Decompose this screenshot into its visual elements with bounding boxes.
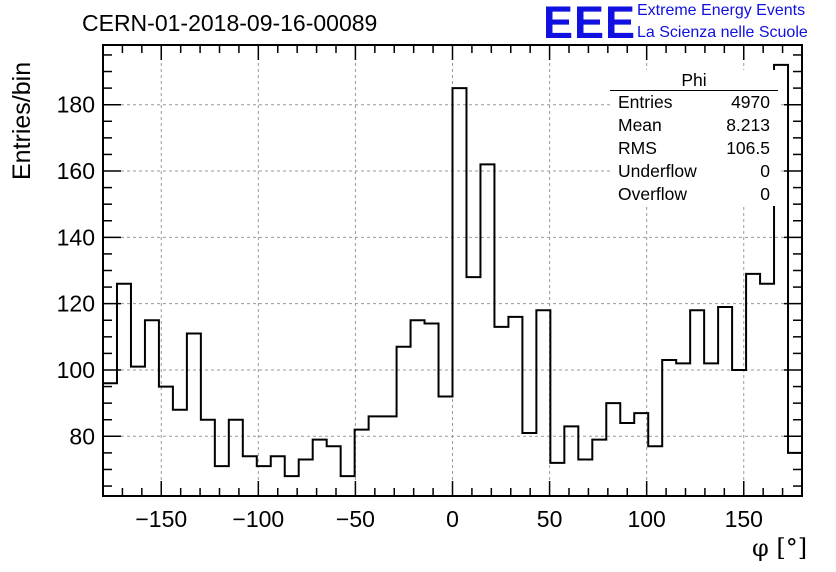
histogram-bin	[620, 423, 634, 496]
histogram-bin	[103, 383, 117, 496]
x-tick-label: −150	[135, 506, 187, 532]
histogram-bin	[662, 360, 676, 496]
y-tick-label: 100	[57, 357, 95, 383]
stats-box: Phi Entries 4970 Mean 8.213 RMS 106.5 Un…	[610, 70, 778, 206]
histogram-bin	[369, 416, 383, 496]
histogram-bin	[704, 363, 718, 496]
x-tick-label: −100	[232, 506, 284, 532]
histogram-bin	[788, 453, 802, 496]
histogram-bin	[564, 426, 578, 496]
stats-row-entries: Entries 4970	[610, 91, 778, 114]
histogram-bin	[536, 310, 550, 496]
y-tick-label: 160	[57, 158, 95, 184]
histogram-bin	[313, 440, 327, 496]
histogram-bin	[425, 324, 439, 496]
stats-label: Underflow	[618, 161, 697, 181]
stats-label: Entries	[618, 92, 673, 112]
histogram-bin	[229, 420, 243, 496]
histogram-line	[103, 63, 802, 478]
histogram-bin	[117, 284, 131, 496]
x-tick-label: −50	[336, 506, 375, 532]
histogram-bin	[383, 416, 397, 496]
x-tick-label: 150	[725, 506, 763, 532]
histogram-bin	[215, 466, 229, 496]
histogram-bin	[299, 460, 313, 496]
chart-title: CERN-01-2018-09-16-00089	[82, 10, 378, 36]
x-tick-label: 50	[537, 506, 563, 532]
stats-row-overflow: Overflow 0	[610, 183, 778, 206]
histogram-bin	[173, 410, 187, 496]
histogram-bin	[466, 277, 480, 496]
stats-title: Phi	[610, 70, 778, 91]
eee-logo: EEE	[543, 0, 637, 48]
x-axis-label: φ [°]	[752, 534, 808, 562]
histogram-bin	[550, 463, 564, 496]
y-tick-label: 120	[57, 291, 95, 317]
histogram-bin	[718, 307, 732, 496]
stats-label: Mean	[618, 115, 662, 135]
histogram-bin	[201, 420, 215, 496]
stats-value: 106.5	[726, 138, 770, 158]
stats-value: 0	[760, 184, 770, 204]
stats-label: RMS	[618, 138, 657, 158]
histogram-bin	[131, 367, 145, 496]
histogram-bin	[648, 446, 662, 496]
histogram-bin	[578, 460, 592, 496]
x-tick-label: 0	[446, 506, 459, 532]
histogram-bin	[494, 327, 508, 496]
histogram-bin	[480, 164, 494, 496]
stats-row-rms: RMS 106.5	[610, 137, 778, 160]
histogram-bin	[355, 430, 369, 496]
histogram-bin	[690, 310, 704, 496]
histogram-bin	[746, 274, 760, 496]
histogram-bin	[159, 387, 173, 496]
stats-value: 8.213	[726, 115, 770, 135]
histogram-bin	[327, 446, 341, 496]
histogram-bin	[732, 370, 746, 496]
histogram-bin	[453, 88, 467, 496]
histogram-bin	[676, 363, 690, 496]
logo-text-line2: La Scienza nelle Scuole	[637, 24, 808, 41]
histogram-bin	[187, 334, 201, 496]
x-tick-label: 100	[627, 506, 665, 532]
logo-text-line1: Extreme Energy Events	[637, 2, 806, 19]
histogram-bin	[397, 347, 411, 496]
histogram-bin	[508, 317, 522, 496]
histogram-bin	[145, 320, 159, 496]
histogram-bin	[606, 403, 620, 496]
stats-value: 0	[760, 161, 770, 181]
histogram-bin	[592, 440, 606, 496]
histogram-bin	[760, 284, 774, 496]
histogram-bin	[439, 397, 453, 496]
y-tick-label: 140	[57, 224, 95, 250]
histogram-bin	[411, 320, 425, 496]
y-axis-label: Entries/bin	[8, 61, 36, 180]
histogram-bin	[341, 476, 355, 496]
histogram-bin	[243, 456, 257, 496]
stats-value: 4970	[731, 92, 770, 112]
stats-row-mean: Mean 8.213	[610, 114, 778, 137]
y-tick-label: 180	[57, 92, 95, 118]
stats-row-underflow: Underflow 0	[610, 160, 778, 183]
histogram-bin	[522, 433, 536, 496]
stats-label: Overflow	[618, 184, 688, 204]
y-tick-label: 80	[69, 423, 95, 449]
